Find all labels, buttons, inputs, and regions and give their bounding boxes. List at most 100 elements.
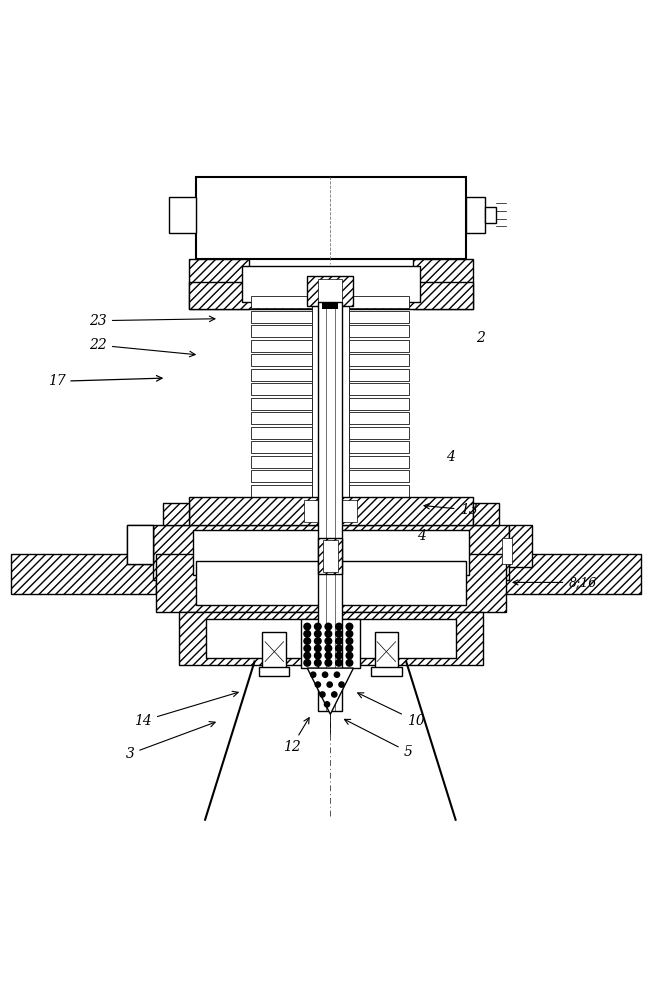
Bar	[473, 503, 499, 525]
Bar	[301, 619, 360, 668]
Bar	[349, 383, 410, 395]
Bar	[312, 296, 349, 497]
Circle shape	[346, 660, 353, 666]
Circle shape	[304, 638, 310, 644]
Bar	[349, 340, 410, 352]
Circle shape	[314, 631, 321, 637]
Bar	[156, 554, 506, 612]
Circle shape	[325, 645, 332, 652]
Bar	[206, 619, 456, 658]
Bar	[252, 354, 312, 366]
Bar	[252, 311, 312, 323]
Bar	[259, 667, 289, 676]
Bar	[318, 279, 342, 302]
Circle shape	[314, 645, 321, 652]
Bar	[252, 485, 312, 497]
Circle shape	[327, 682, 332, 687]
Bar	[252, 369, 312, 381]
Text: 5: 5	[344, 719, 412, 759]
Circle shape	[336, 645, 342, 652]
Circle shape	[322, 672, 328, 677]
Bar	[179, 612, 483, 665]
Circle shape	[314, 660, 321, 666]
Bar	[349, 441, 410, 453]
Bar	[126, 525, 153, 564]
Text: 3: 3	[126, 722, 215, 761]
Circle shape	[304, 652, 310, 659]
Text: 14: 14	[134, 691, 238, 728]
Circle shape	[304, 645, 310, 652]
Bar	[11, 554, 156, 594]
Circle shape	[315, 682, 320, 687]
Bar	[371, 667, 402, 676]
Bar	[322, 302, 338, 309]
Bar	[252, 456, 312, 468]
Bar	[252, 427, 312, 439]
Text: 4: 4	[416, 529, 426, 543]
Bar	[349, 311, 410, 323]
Circle shape	[325, 660, 332, 666]
Bar	[153, 525, 509, 580]
Circle shape	[336, 652, 342, 659]
Circle shape	[320, 692, 325, 697]
Circle shape	[336, 638, 342, 644]
Bar	[349, 398, 410, 410]
Text: 22: 22	[89, 338, 195, 357]
Bar	[485, 207, 496, 223]
Bar	[349, 354, 410, 366]
Bar	[349, 427, 410, 439]
Circle shape	[310, 672, 316, 677]
Bar	[349, 296, 410, 308]
Bar	[189, 282, 473, 309]
Circle shape	[304, 623, 310, 630]
Bar	[323, 540, 338, 572]
Bar	[242, 266, 420, 302]
Circle shape	[304, 631, 310, 637]
Bar	[252, 325, 312, 337]
Bar	[509, 525, 532, 567]
Bar	[169, 197, 196, 233]
Bar	[349, 412, 410, 424]
Circle shape	[336, 631, 342, 637]
Circle shape	[314, 638, 321, 644]
Circle shape	[346, 638, 353, 644]
Circle shape	[325, 638, 332, 644]
Bar	[349, 325, 410, 337]
Circle shape	[324, 702, 330, 707]
Text: 10: 10	[357, 693, 424, 728]
Bar	[349, 485, 410, 497]
Bar	[196, 561, 466, 605]
Bar	[413, 259, 473, 309]
Bar	[349, 470, 410, 482]
Circle shape	[325, 623, 332, 630]
Bar	[262, 632, 286, 668]
Bar	[502, 538, 512, 564]
Bar	[189, 497, 473, 525]
Text: 8;16: 8;16	[513, 576, 596, 589]
Bar	[318, 302, 342, 711]
Bar	[375, 632, 399, 668]
Circle shape	[304, 660, 310, 666]
Text: 4: 4	[446, 450, 455, 464]
Circle shape	[314, 623, 321, 630]
Circle shape	[325, 631, 332, 637]
Bar	[307, 276, 354, 306]
Circle shape	[336, 660, 342, 666]
Polygon shape	[307, 668, 354, 714]
Text: 13: 13	[424, 503, 477, 517]
Text: 12: 12	[283, 718, 309, 754]
Circle shape	[336, 623, 342, 630]
Bar	[193, 530, 469, 575]
Circle shape	[339, 682, 344, 687]
Circle shape	[346, 623, 353, 630]
Bar	[252, 296, 312, 308]
Circle shape	[346, 645, 353, 652]
Text: 17: 17	[48, 374, 162, 388]
Circle shape	[314, 652, 321, 659]
Circle shape	[346, 631, 353, 637]
Bar	[449, 554, 641, 594]
Text: 23: 23	[89, 314, 215, 328]
Bar	[466, 197, 485, 233]
Bar	[252, 340, 312, 352]
Bar	[349, 456, 410, 468]
